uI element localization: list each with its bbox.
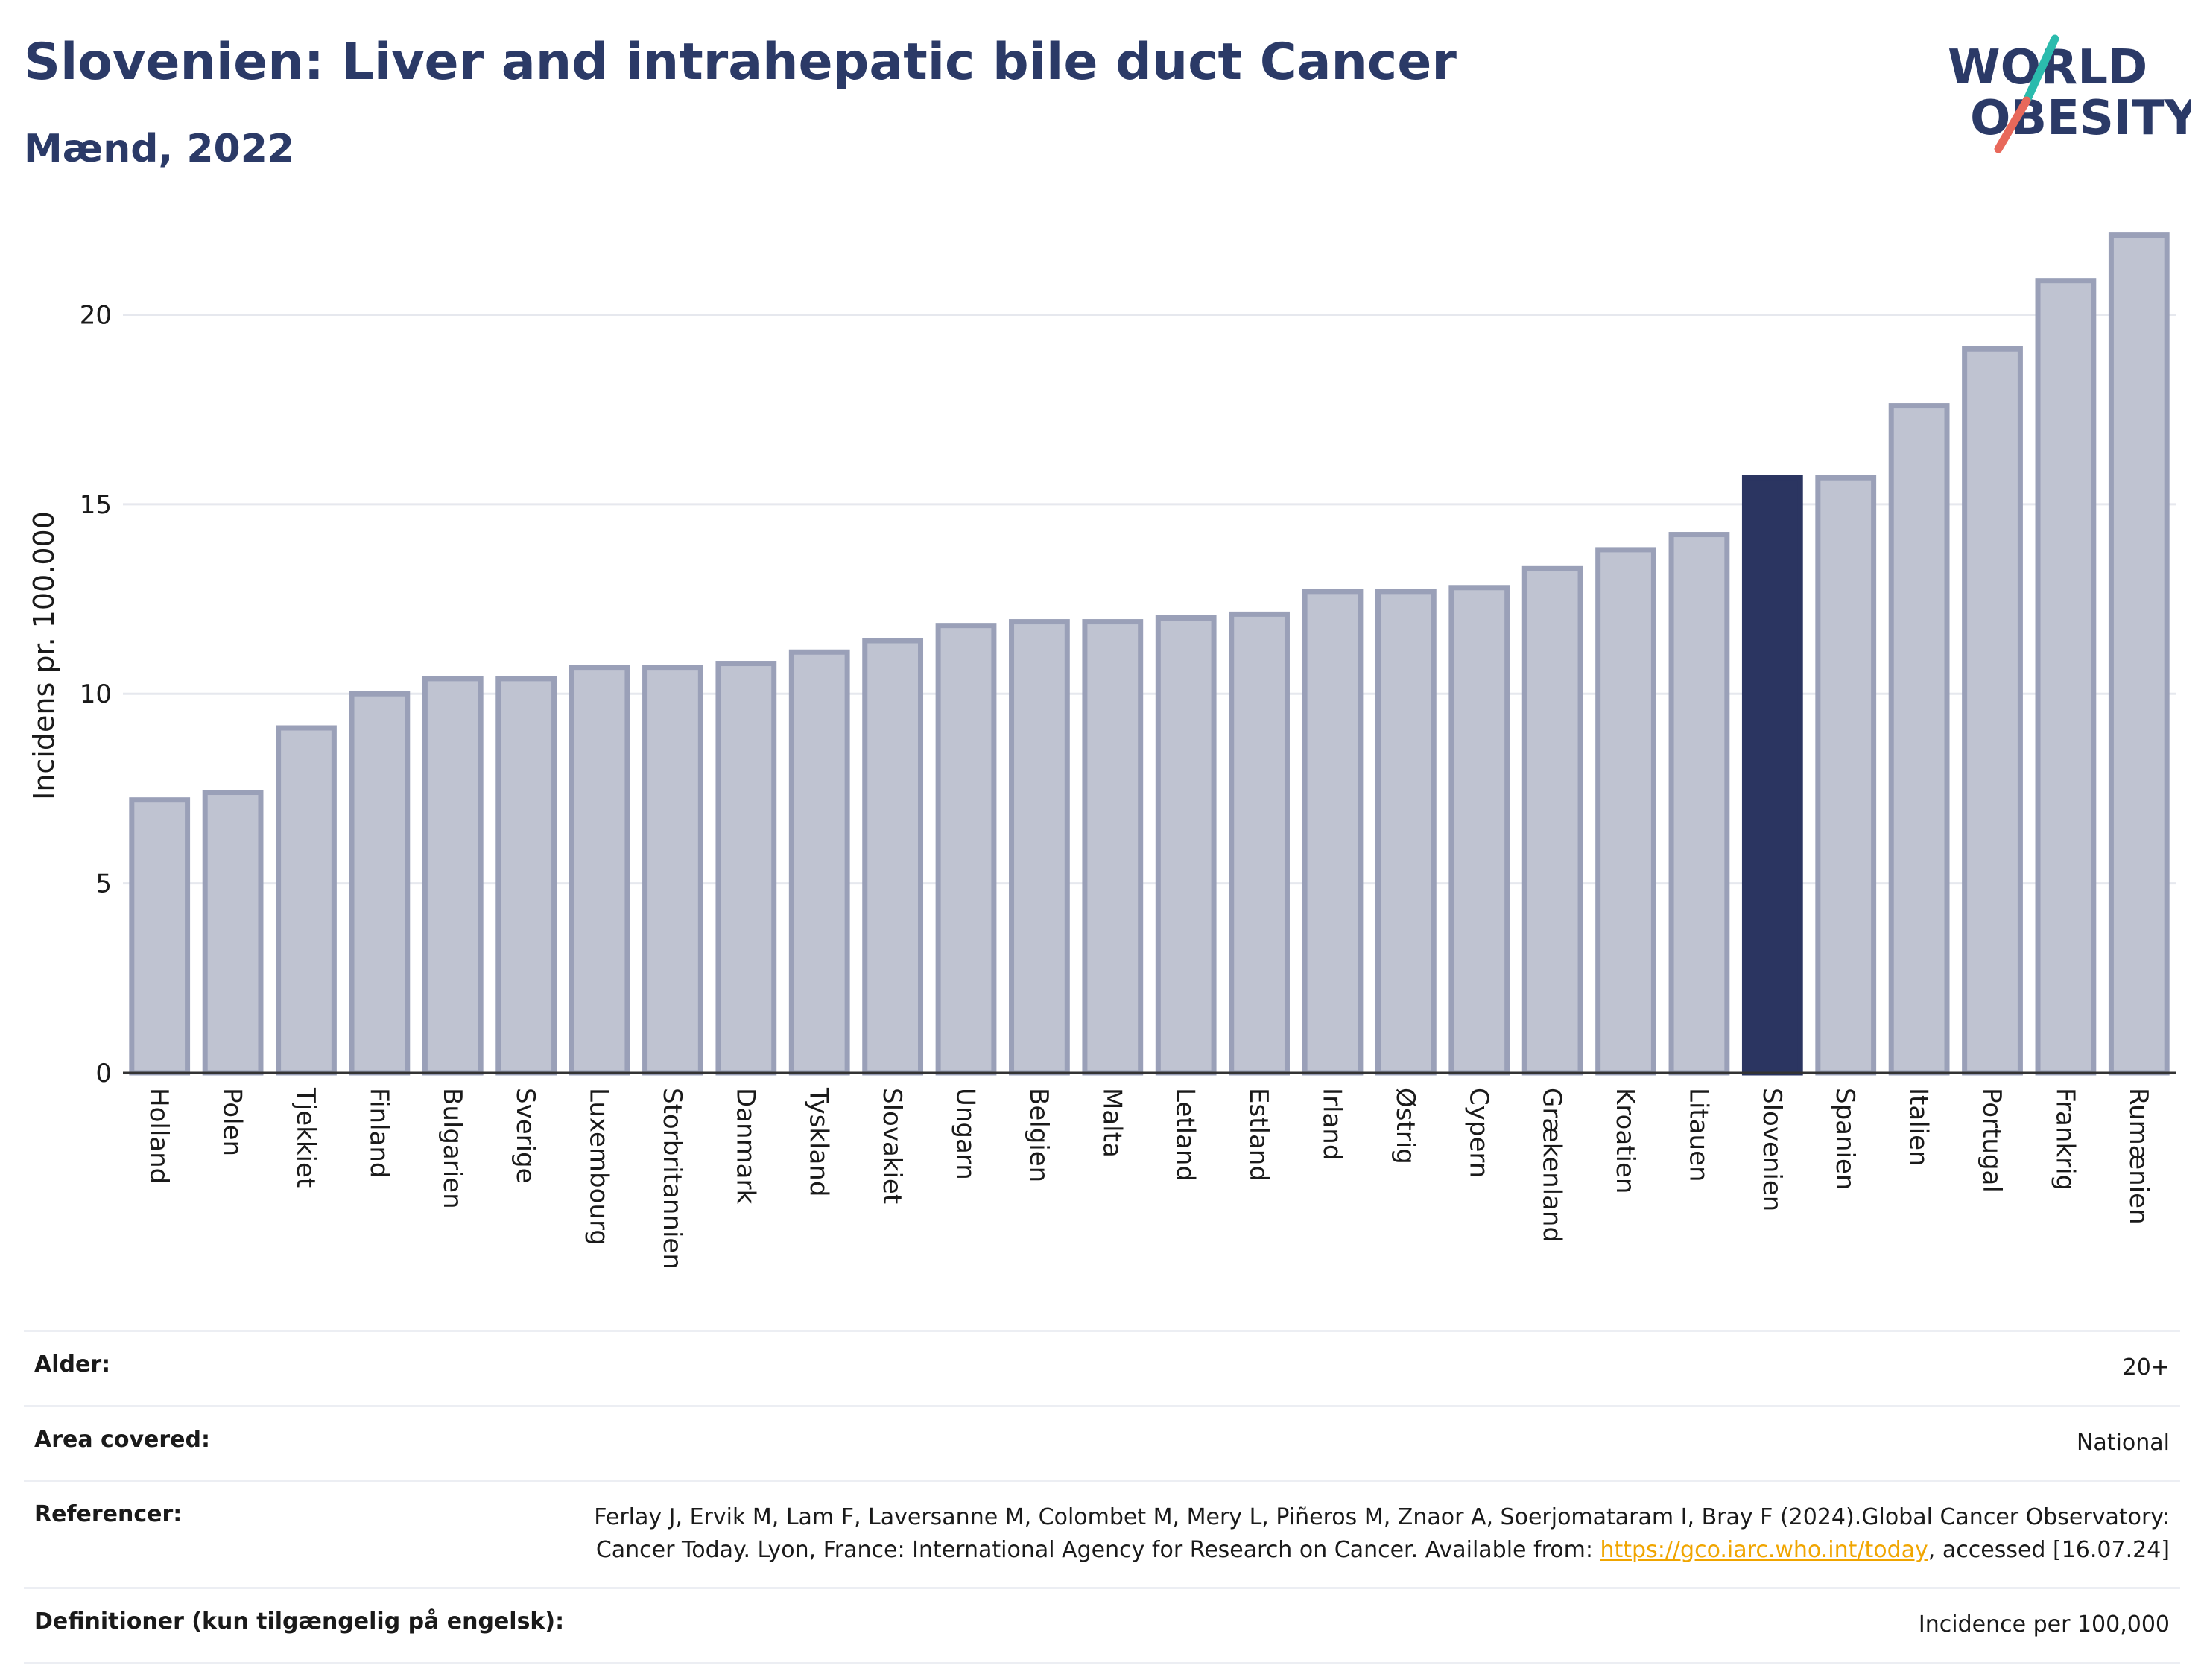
bar-ungarn: [935, 623, 997, 1076]
meta-row-area: Area covered: National: [24, 1404, 2180, 1480]
meta-row-age: Alder: 20+: [24, 1330, 2180, 1405]
x-tick-label: Belgien: [1024, 1088, 1054, 1182]
x-tick-label: Spanien: [1830, 1088, 1860, 1190]
references-text-2: , accessed [16.07.24]: [1928, 1536, 2170, 1563]
bar-kroatien: [1595, 547, 1656, 1076]
bar-storbritannien: [642, 665, 703, 1076]
bar-frankrig: [2035, 278, 2097, 1076]
area-value: National: [2076, 1429, 2170, 1456]
bar-tjekkiet: [276, 725, 337, 1076]
x-tick-label: Luxembourg: [584, 1088, 614, 1246]
x-tick-label: Italien: [1904, 1088, 1934, 1167]
x-tick-label: Rumænien: [2124, 1088, 2153, 1225]
definitions-value: Incidence per 100,000: [1918, 1611, 2170, 1638]
x-tick-label: Storbritannien: [657, 1088, 687, 1269]
references-text-1: Ferlay J, Ervik M, Lam F, Laversanne M, …: [594, 1504, 2170, 1563]
bar-slovakiet: [862, 638, 924, 1076]
world-obesity-logo: WORLD OBESITY: [1948, 34, 2191, 153]
x-tick-label: Bulgarien: [437, 1088, 467, 1209]
x-tick-labels: Holland Polen Tjekkiet Finland Bulgarien Sver…: [144, 1087, 2153, 1269]
x-tick-label: Finland: [364, 1088, 393, 1179]
bar-grækenland: [1521, 565, 1583, 1076]
bar-sverige: [495, 676, 557, 1076]
bar-luxembourg: [569, 665, 630, 1076]
y-tick-label: 10: [80, 679, 112, 709]
y-tick-label: 20: [80, 300, 112, 330]
bar-spanien: [1815, 475, 1877, 1076]
meta-row-definitions: Definitioner (kun tilgængelig på engelsk…: [24, 1587, 2180, 1664]
bar-portugal: [1962, 346, 2023, 1076]
x-tick-label: Estland: [1244, 1088, 1273, 1182]
y-tick-label: 5: [95, 869, 112, 899]
bar-chart: 0 5 10 15 20 Holland Polen Tjekkiet Finland Bulg…: [28, 232, 2176, 1269]
x-tick-label: Ungarn: [951, 1088, 981, 1180]
bar-letland: [1155, 615, 1217, 1076]
y-tick-labels: 0 5 10 15 20: [80, 300, 112, 1088]
age-value: 20+: [2122, 1354, 2170, 1381]
bar-irland: [1302, 589, 1364, 1076]
bar-rumænien: [2108, 232, 2170, 1076]
references-value: Ferlay J, Ervik M, Lam F, Laversanne M, …: [531, 1501, 2170, 1566]
logo-slash-coral: [1994, 96, 2031, 153]
bars: [129, 232, 2170, 1076]
logo-slash-teal: [2022, 34, 2059, 105]
age-label: Alder:: [34, 1351, 111, 1378]
x-tick-label: Polen: [218, 1088, 247, 1156]
y-tick-label: 15: [80, 490, 112, 520]
bar-danmark: [715, 661, 777, 1076]
references-link[interactable]: https://gco.iarc.who.int/today: [1600, 1536, 1928, 1563]
bar-østrig: [1375, 589, 1437, 1076]
x-tick-label: Frankrig: [2050, 1088, 2080, 1191]
bar-holland: [129, 797, 191, 1076]
bar-italien: [1888, 403, 1950, 1076]
y-tick-label: 0: [95, 1059, 112, 1088]
x-tick-label: Sverige: [510, 1088, 540, 1184]
x-tick-label: Tjekkiet: [291, 1087, 320, 1188]
bar-cypern: [1448, 585, 1510, 1076]
x-tick-label: Danmark: [730, 1088, 760, 1204]
bar-belgien: [1009, 619, 1070, 1076]
area-label: Area covered:: [34, 1426, 210, 1453]
x-tick-label: Portugal: [1977, 1088, 2007, 1193]
references-label: Referencer:: [34, 1501, 183, 1527]
x-tick-label: Malta: [1097, 1088, 1127, 1158]
x-tick-label: Slovenien: [1757, 1088, 1787, 1211]
x-tick-label: Litauen: [1683, 1088, 1713, 1182]
bar-polen: [202, 790, 264, 1076]
x-tick-label: Østrig: [1390, 1088, 1420, 1164]
bar-finland: [349, 691, 411, 1076]
definitions-label: Definitioner (kun tilgængelig på engelsk…: [34, 1608, 565, 1635]
bar-tyskland: [788, 649, 850, 1076]
x-tick-label: Irland: [1317, 1088, 1346, 1160]
bar-estland: [1229, 611, 1290, 1076]
bar-bulgarien: [422, 676, 484, 1076]
x-tick-label: Kroatien: [1610, 1088, 1640, 1194]
x-tick-label: Slovakiet: [877, 1088, 907, 1204]
x-tick-label: Grækenland: [1537, 1088, 1567, 1243]
bar-slovenien: [1741, 475, 1803, 1076]
bar-litauen: [1668, 532, 1730, 1076]
page-title: Slovenien: Liver and intrahepatic bile d…: [24, 33, 1457, 92]
x-tick-label: Letland: [1171, 1088, 1200, 1182]
x-tick-label: Holland: [144, 1088, 174, 1184]
page-subtitle: Mænd, 2022: [24, 127, 295, 171]
x-tick-label: Cypern: [1463, 1088, 1493, 1178]
metadata-table: Alder: 20+ Area covered: National Refere…: [24, 1330, 2180, 1664]
y-axis-label: Incidens pr. 100.000: [28, 511, 60, 800]
x-tick-label: Tyskland: [804, 1087, 834, 1196]
meta-row-references: Referencer: Ferlay J, Ervik M, Lam F, La…: [24, 1480, 2180, 1587]
bar-malta: [1082, 619, 1144, 1076]
